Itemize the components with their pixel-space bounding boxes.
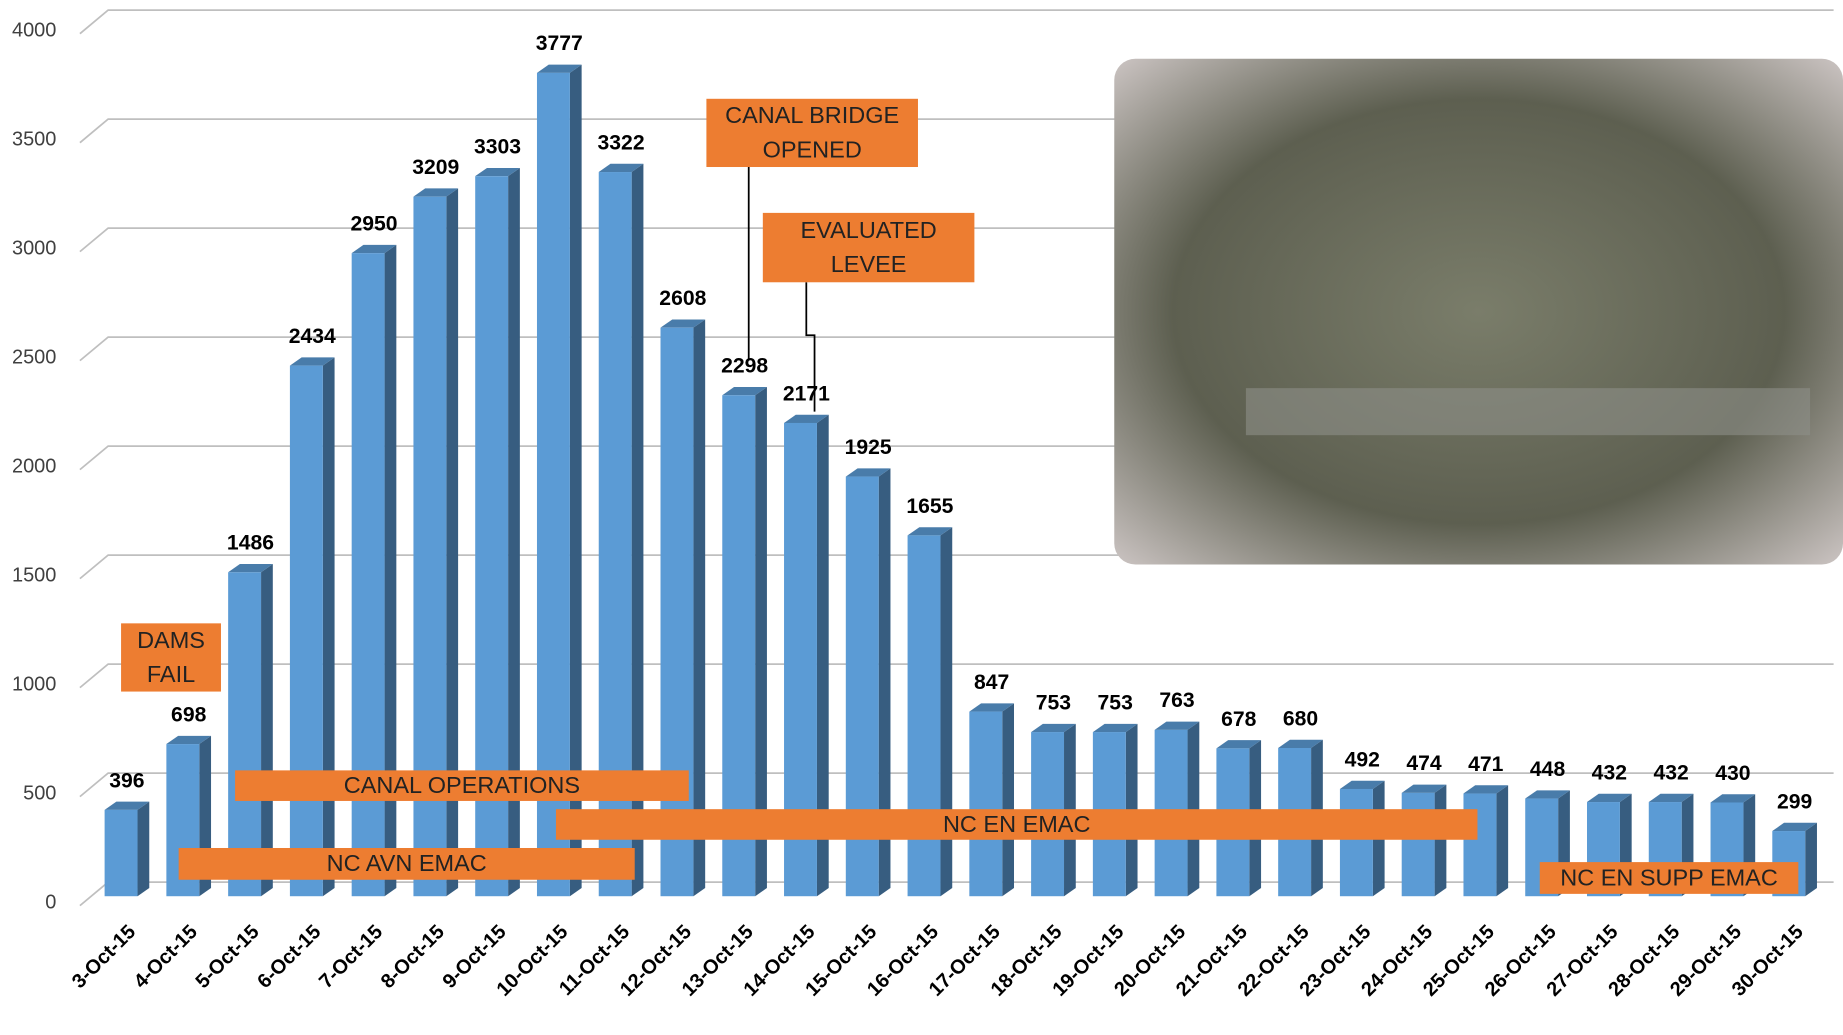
bar-side [1002,703,1014,896]
bar-group: 680 [1278,707,1323,896]
value-label: 3322 [598,131,645,154]
annotation-text: CANAL BRIDGE [725,102,899,128]
value-label: 698 [171,703,207,726]
value-label: 847 [974,671,1009,694]
value-label: 2608 [659,287,706,310]
value-label: 2434 [289,325,336,348]
grid-line [80,10,1834,34]
bar [908,535,941,896]
annotation-text: DAMS [137,627,205,653]
x-tick-label: 6-Oct-15 [253,921,325,993]
bar [1402,793,1435,896]
bar-group: 2434 [289,325,336,896]
bar-side [323,357,335,896]
value-label: 753 [1098,691,1133,714]
bar-group: 763 [1155,689,1200,896]
value-label: 3209 [412,156,459,179]
bar-side [940,527,952,896]
bar [105,810,138,896]
bar-group: 396 [105,769,150,896]
bar-group: 678 [1216,708,1261,896]
value-label: 2950 [350,212,397,235]
y-tick-label: 1500 [12,565,56,587]
value-label: 763 [1159,689,1194,712]
bar-side [1435,785,1447,897]
bar-side [1805,823,1817,896]
annotation-text: NC AVN EMAC [327,850,487,876]
y-tick-label: 4000 [12,20,56,42]
value-label: 430 [1715,762,1750,785]
value-label: 1925 [845,436,892,459]
value-label: 3777 [536,32,583,55]
value-label: 448 [1530,758,1566,781]
bar-side [261,564,273,896]
value-label: 1655 [906,495,953,518]
x-tick-label: 4-Oct-15 [130,921,202,993]
value-label: 492 [1345,748,1380,771]
annotation-text: CANAL OPERATIONS [344,772,580,798]
y-tick-label: 2500 [12,347,56,369]
annotation-text: EVALUATED [801,217,937,243]
bar-group: 753 [1031,691,1076,896]
value-label: 299 [1777,790,1812,813]
chart: 0 500 1000 1500 2000 2500 3000 3500 4000 3-Oct-1… [0,0,1843,1035]
x-tick-label: 3-Oct-15 [68,921,140,993]
value-label: 2171 [783,382,830,405]
photo [1114,59,1843,565]
bar [1463,794,1496,897]
value-label: 3303 [474,136,521,159]
photo-table [1246,388,1810,435]
bar-side [138,802,150,897]
x-tick-label: 8-Oct-15 [377,921,449,993]
value-label: 753 [1036,691,1071,714]
y-tick-label: 500 [23,783,56,805]
bar [228,572,261,896]
bar-group: 3777 [536,32,583,896]
annotation-text: OPENED [763,136,862,162]
bar [1340,789,1373,896]
value-label: 432 [1592,761,1627,784]
bar-side [1496,785,1508,896]
y-tick-label: 3000 [12,238,56,260]
bar-group: 847 [969,671,1014,896]
value-label: 2298 [721,355,768,378]
value-label: 471 [1468,753,1504,776]
bar-side [1188,722,1200,897]
value-label: 396 [109,769,144,792]
bar-group: 753 [1093,691,1138,896]
x-tick-label: 5-Oct-15 [192,921,264,993]
bar [969,712,1002,897]
bar [290,366,323,897]
value-label: 432 [1653,761,1688,784]
y-tick-label: 0 [45,892,56,914]
y-tick-label: 1000 [12,674,56,696]
annotation-text: NC EN SUPP EMAC [1560,864,1778,890]
grid-line [80,664,1834,688]
annotation-text: FAIL [147,661,195,687]
value-label: 678 [1221,708,1257,731]
x-tick-label: 7-Oct-15 [315,921,387,993]
bar-group: 2608 [659,287,706,896]
value-label: 474 [1406,752,1442,775]
y-tick-label: 3500 [12,129,56,151]
annotation-text: LEVEE [831,251,907,277]
bar-group: 1486 [227,532,274,897]
y-tick-label: 2000 [12,456,56,478]
value-label: 680 [1283,707,1318,730]
annotation-text: NC EN EMAC [943,811,1091,837]
value-label: 1486 [227,532,274,555]
